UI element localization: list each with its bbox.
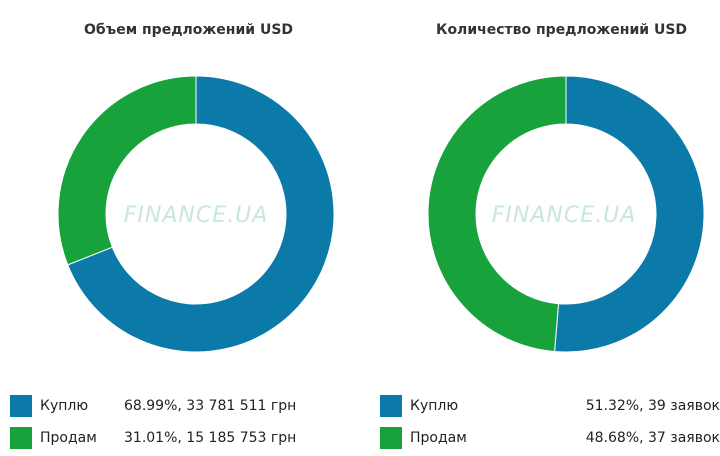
legend-item-sell: Продам 48.68%, 37 заявок	[380, 424, 720, 452]
donut-slice-buy	[67, 75, 335, 353]
donut-slice-sell	[57, 75, 197, 266]
legend-count: Куплю 51.32%, 39 заявок Продам 48.68%, 3…	[380, 392, 720, 456]
legend-value-buy: 68.99%, 33 781 511 грн	[124, 398, 297, 414]
chart-panel-count: Количество предложений USD FINANCE.UA Ку…	[372, 0, 720, 451]
legend-label-sell: Продам	[40, 430, 97, 446]
chart-panel-volume: Объем предложений USD FINANCE.UA Куплю 6…	[0, 0, 360, 451]
legend-swatch-buy	[380, 395, 402, 417]
donut-chart-count: FINANCE.UA	[427, 75, 705, 353]
legend-item-sell: Продам 31.01%, 15 185 753 грн	[10, 424, 350, 452]
donut-slice-buy	[554, 75, 705, 353]
legend-value-sell: 31.01%, 15 185 753 грн	[124, 430, 297, 446]
legend-item-buy: Куплю 51.32%, 39 заявок	[380, 392, 720, 420]
legend-swatch-sell	[380, 427, 402, 449]
legend-value-buy: 51.32%, 39 заявок	[585, 398, 720, 414]
legend-swatch-buy	[10, 395, 32, 417]
donut-chart-volume: FINANCE.UA	[57, 75, 335, 353]
watermark-logo: FINANCE.UA	[492, 203, 637, 228]
legend-label-buy: Куплю	[40, 398, 89, 414]
legend-item-buy: Куплю 68.99%, 33 781 511 грн	[10, 392, 350, 420]
legend-label-buy: Куплю	[410, 398, 459, 414]
legend-label-sell: Продам	[410, 430, 467, 446]
legend-value-sell: 48.68%, 37 заявок	[585, 430, 720, 446]
chart-title-count: Количество предложений USD	[436, 22, 688, 38]
watermark-logo: FINANCE.UA	[124, 203, 269, 228]
donut-slice-sell	[427, 75, 567, 353]
legend-swatch-sell	[10, 427, 32, 449]
legend-volume: Куплю 68.99%, 33 781 511 грн Продам 31.0…	[10, 392, 350, 456]
chart-title-volume: Объем предложений USD	[84, 22, 294, 38]
